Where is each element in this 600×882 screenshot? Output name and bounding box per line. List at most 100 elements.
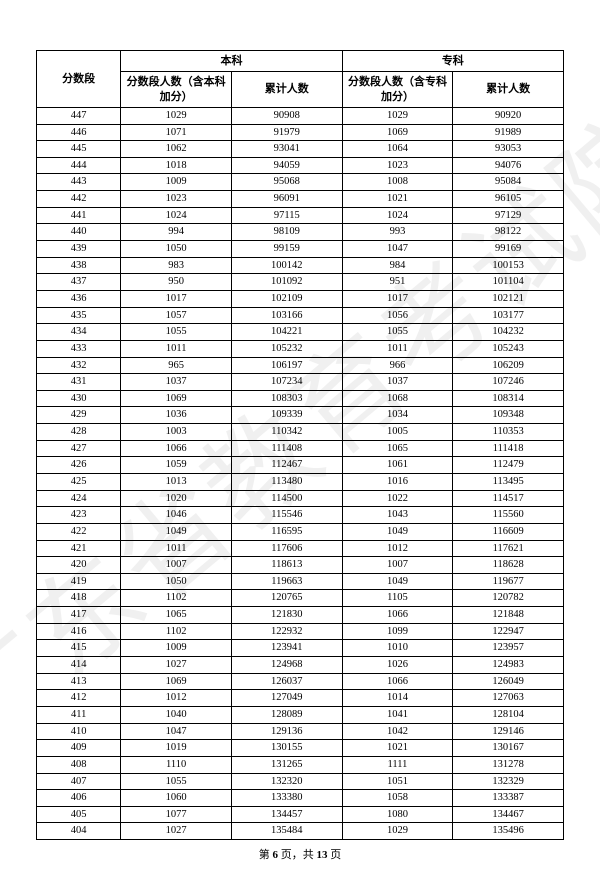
table-cell: 1069 — [342, 124, 453, 141]
table-cell: 1026 — [342, 657, 453, 674]
table-row: 444101894059102394076 — [37, 157, 564, 174]
table-row: 43610171021091017102121 — [37, 290, 564, 307]
table-cell: 431 — [37, 374, 121, 391]
table-cell: 1060 — [121, 790, 232, 807]
table-cell: 984 — [342, 257, 453, 274]
table-cell: 118628 — [453, 557, 564, 574]
table-cell: 1050 — [121, 573, 232, 590]
table-cell: 1027 — [121, 823, 232, 840]
footer-mid: 页，共 — [281, 849, 314, 861]
table-cell: 90920 — [453, 107, 564, 124]
table-cell: 127063 — [453, 690, 564, 707]
table-cell: 1111 — [342, 756, 453, 773]
table-cell: 1013 — [121, 473, 232, 490]
table-row: 40410271354841029135496 — [37, 823, 564, 840]
table-cell: 102121 — [453, 290, 564, 307]
table-cell: 110353 — [453, 424, 564, 441]
table-cell: 115546 — [231, 507, 342, 524]
table-cell: 420 — [37, 557, 121, 574]
table-cell: 425 — [37, 473, 121, 490]
table-cell: 1029 — [342, 107, 453, 124]
table-cell: 108303 — [231, 390, 342, 407]
table-row: 41611021229321099122947 — [37, 623, 564, 640]
table-cell: 97115 — [231, 207, 342, 224]
header-seg-j: 分数段人数（含专科加分） — [342, 72, 453, 108]
table-cell: 993 — [342, 224, 453, 241]
table-cell: 411 — [37, 706, 121, 723]
table-cell: 1065 — [342, 440, 453, 457]
table-cell: 1043 — [342, 507, 453, 524]
table-row: 41310691260371066126049 — [37, 673, 564, 690]
table-cell: 1020 — [121, 490, 232, 507]
table-row: 447102990908102990920 — [37, 107, 564, 124]
table-cell: 409 — [37, 740, 121, 757]
table-cell: 109348 — [453, 407, 564, 424]
table-cell: 131265 — [231, 756, 342, 773]
table-cell: 951 — [342, 274, 453, 291]
table-cell: 96091 — [231, 191, 342, 208]
table-cell: 123941 — [231, 640, 342, 657]
table-cell: 1021 — [342, 191, 453, 208]
table-row: 432965106197966106209 — [37, 357, 564, 374]
table-cell: 966 — [342, 357, 453, 374]
table-cell: 1080 — [342, 806, 453, 823]
table-row: 42710661114081065111418 — [37, 440, 564, 457]
table-cell: 120765 — [231, 590, 342, 607]
table-cell: 109339 — [231, 407, 342, 424]
table-cell: 1066 — [121, 440, 232, 457]
table-cell: 422 — [37, 523, 121, 540]
table-cell: 122947 — [453, 623, 564, 640]
table-cell: 965 — [121, 357, 232, 374]
table-cell: 1021 — [342, 740, 453, 757]
table-cell: 108314 — [453, 390, 564, 407]
footer-prefix: 第 — [259, 849, 270, 861]
table-cell: 1024 — [121, 207, 232, 224]
table-cell: 436 — [37, 290, 121, 307]
table-row: 41510091239411010123957 — [37, 640, 564, 657]
table-cell: 120782 — [453, 590, 564, 607]
table-cell: 1099 — [342, 623, 453, 640]
score-table: 分数段 本科 专科 分数段人数（含本科加分） 累计人数 分数段人数（含专科加分）… — [36, 50, 564, 840]
table-cell: 99169 — [453, 241, 564, 258]
table-cell: 432 — [37, 357, 121, 374]
table-cell: 1071 — [121, 124, 232, 141]
table-cell: 433 — [37, 340, 121, 357]
table-cell: 1051 — [342, 773, 453, 790]
table-cell: 111408 — [231, 440, 342, 457]
table-cell: 134457 — [231, 806, 342, 823]
table-cell: 132329 — [453, 773, 564, 790]
page-footer: 第 6 页，共 13 页 — [36, 846, 564, 862]
table-cell: 435 — [37, 307, 121, 324]
table-cell: 1005 — [342, 424, 453, 441]
table-cell: 1034 — [342, 407, 453, 424]
table-cell: 1029 — [121, 107, 232, 124]
table-cell: 441 — [37, 207, 121, 224]
table-cell: 105243 — [453, 340, 564, 357]
table-cell: 1007 — [342, 557, 453, 574]
table-cell: 1010 — [342, 640, 453, 657]
table-cell: 129136 — [231, 723, 342, 740]
table-cell: 429 — [37, 407, 121, 424]
table-cell: 113495 — [453, 473, 564, 490]
table-cell: 1069 — [121, 673, 232, 690]
table-cell: 1062 — [121, 141, 232, 158]
table-row: 441102497115102497129 — [37, 207, 564, 224]
table-cell: 438 — [37, 257, 121, 274]
table-row: 43010691083031068108314 — [37, 390, 564, 407]
table-cell: 117606 — [231, 540, 342, 557]
table-cell: 1037 — [342, 374, 453, 391]
table-cell: 1042 — [342, 723, 453, 740]
table-cell: 124968 — [231, 657, 342, 674]
table-cell: 440 — [37, 224, 121, 241]
table-row: 42210491165951049116609 — [37, 523, 564, 540]
table-cell: 101104 — [453, 274, 564, 291]
table-row: 42610591124671061112479 — [37, 457, 564, 474]
table-cell: 1012 — [342, 540, 453, 557]
table-row: 40910191301551021130167 — [37, 740, 564, 757]
table-cell: 1110 — [121, 756, 232, 773]
table-cell: 123957 — [453, 640, 564, 657]
table-cell: 1066 — [342, 673, 453, 690]
table-cell: 106209 — [453, 357, 564, 374]
table-cell: 412 — [37, 690, 121, 707]
table-cell: 126049 — [453, 673, 564, 690]
